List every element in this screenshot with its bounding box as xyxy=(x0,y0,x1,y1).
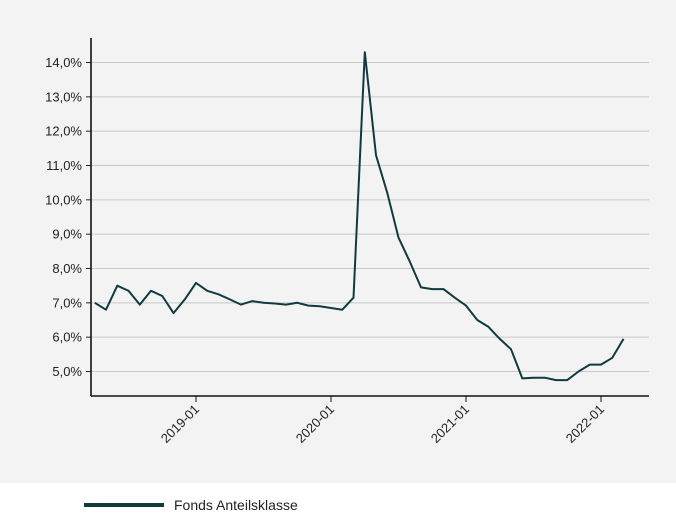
legend-label: Fonds Anteilsklasse xyxy=(174,497,298,513)
y-tick-label: 7,0% xyxy=(52,295,82,310)
y-tick-label: 9,0% xyxy=(52,227,82,242)
legend: Fonds Anteilsklasse xyxy=(84,497,298,513)
line-chart: 5,0% 6,0% 7,0% 8,0% 9,0% 10,0% 11,0% 12,0% 13,0%… xyxy=(45,38,649,446)
y-tick-label: 5,0% xyxy=(52,364,82,379)
x-tick-label: 2020-01 xyxy=(293,402,337,446)
x-tick-label: 2019-01 xyxy=(158,402,202,446)
series-line xyxy=(94,51,625,382)
legend-swatch xyxy=(84,503,164,507)
x-tick-label: 2021-01 xyxy=(428,402,472,446)
y-tick-label: 6,0% xyxy=(52,330,82,345)
y-tick-label: 10,0% xyxy=(45,192,82,207)
y-tick-label: 12,0% xyxy=(45,124,82,139)
y-tick-label: 8,0% xyxy=(52,261,82,276)
plot-background xyxy=(0,0,676,483)
x-tick-label: 2022-01 xyxy=(563,402,607,446)
y-tick-label: 11,0% xyxy=(46,158,82,173)
y-tick-label: 13,0% xyxy=(45,89,82,104)
y-tick-label: 14,0% xyxy=(45,55,82,70)
